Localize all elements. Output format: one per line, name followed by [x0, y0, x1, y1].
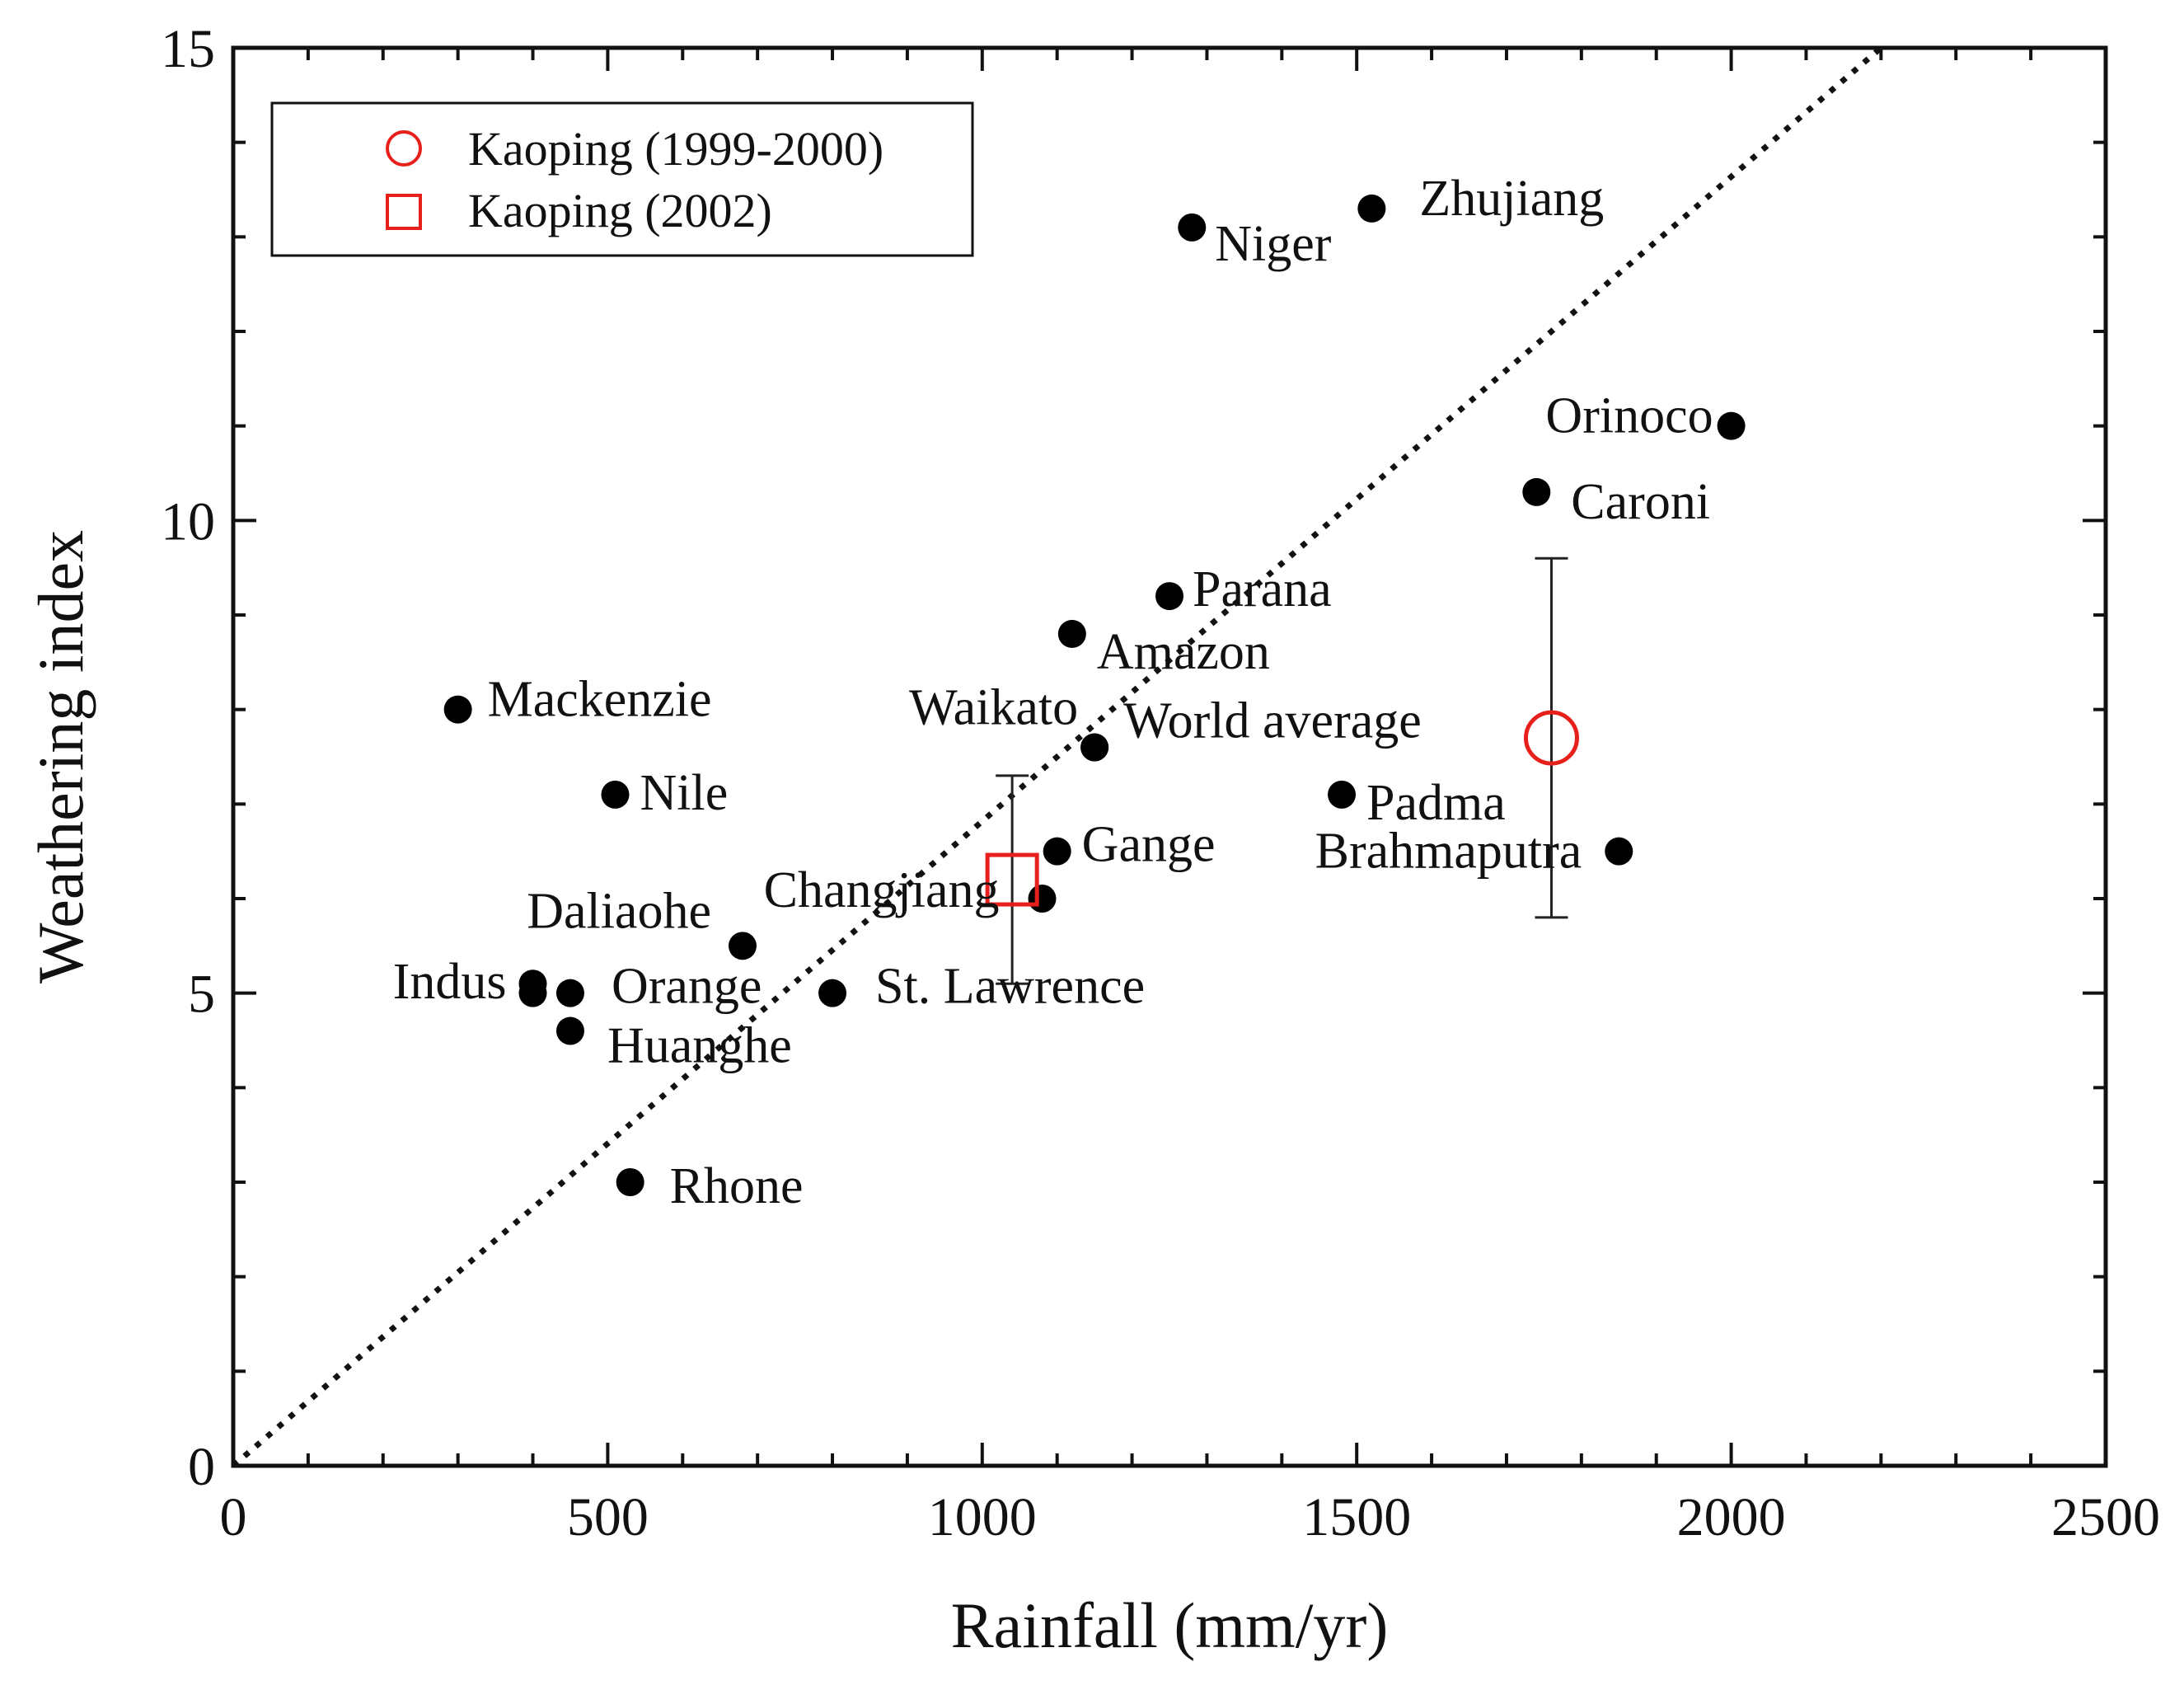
point-label: Gange [1082, 817, 1216, 873]
legend-open-square-icon [386, 194, 422, 230]
kaoping-1999-2000-point [1523, 710, 1579, 766]
point-label: Niger [1215, 216, 1332, 272]
error-bars [996, 556, 1568, 985]
point-label: Brahmaputra [1315, 824, 1582, 880]
legend-box [270, 101, 974, 257]
y-tick-label: 10 [161, 491, 215, 552]
data-point [1522, 477, 1551, 506]
point-labels: Zhujiang Niger Orinoco Caroni Parana Amazon Ma… [393, 171, 1713, 1214]
point-label: Caroni [1571, 474, 1710, 530]
data-point [818, 979, 847, 1007]
y-axis-title: Weathering index [25, 530, 96, 983]
x-tick-label: 500 [567, 1487, 649, 1547]
x-tick-label: 2500 [2051, 1487, 2160, 1547]
point-label: Zhujiang [1419, 171, 1604, 227]
data-point [1717, 411, 1746, 440]
data-point [1155, 582, 1183, 611]
point-label: Orinoco [1545, 388, 1713, 444]
data-point [1080, 733, 1109, 762]
point-label: Huanghe [607, 1018, 792, 1074]
point-label: Indus [393, 954, 507, 1010]
y-tick-label: 15 [161, 19, 215, 79]
data-point [555, 979, 584, 1007]
data-point [601, 780, 630, 809]
point-label: Parana [1193, 561, 1332, 617]
kaoping-2002-point [985, 852, 1039, 907]
data-point [555, 1016, 584, 1045]
data-point [728, 932, 757, 960]
trend-line-layer [231, 45, 1883, 1468]
x-axis-title: Rainfall (mm/yr) [951, 1589, 1389, 1661]
x-tick-label: 2000 [1677, 1487, 1786, 1547]
data-point [1043, 837, 1071, 866]
legend-entry-kaoping-1999-2000: Kaoping (1999-2000) [468, 122, 883, 176]
point-label: Waikato [909, 680, 1078, 736]
data-point [1028, 885, 1057, 913]
legend-entry-kaoping-2002: Kaoping (2002) [468, 184, 772, 237]
data-point [1328, 780, 1357, 809]
data-point [1605, 837, 1633, 866]
x-tick-label: 0 [220, 1487, 247, 1547]
data-point [1178, 213, 1207, 242]
point-label: St. Lawrence [875, 959, 1145, 1015]
point-label: Amazon [1097, 624, 1270, 680]
point-label: Rhone [670, 1158, 804, 1214]
point-label: Daliaohe [527, 883, 711, 939]
data-point [443, 695, 472, 724]
point-label: Nile [640, 765, 728, 821]
point-label: Changjiang [764, 862, 1000, 918]
point-label: Orange [612, 959, 762, 1015]
legend: Kaoping (1999-2000) Kaoping (2002) [270, 101, 974, 257]
plot-area-frame [231, 45, 2108, 1468]
point-label: Padma [1366, 775, 1506, 831]
data-point [1057, 619, 1086, 648]
data-point [1357, 194, 1386, 223]
y-tick-label: 0 [188, 1437, 215, 1497]
data-point [616, 1168, 644, 1196]
y-tick-label: 5 [188, 965, 215, 1025]
legend-open-circle-icon [386, 130, 422, 167]
x-tick-label: 1000 [928, 1487, 1037, 1547]
data-points [443, 194, 1746, 1196]
trend-line [231, 45, 1883, 1468]
point-label: Mackenzie [488, 672, 712, 728]
data-point [518, 979, 547, 1007]
x-tick-label: 1500 [1302, 1487, 1411, 1547]
point-label: World average [1123, 693, 1422, 749]
